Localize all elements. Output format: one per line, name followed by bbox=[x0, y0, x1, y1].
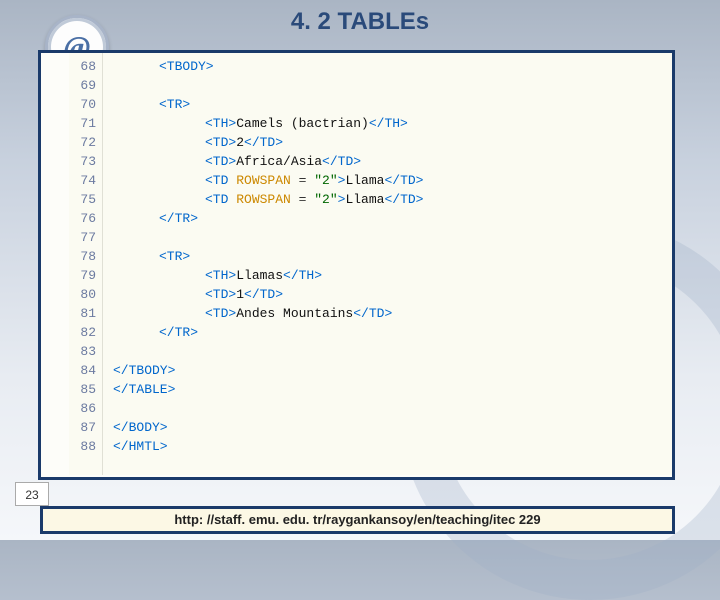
code-line: </HMTL> bbox=[113, 437, 672, 456]
code-line bbox=[113, 228, 672, 247]
code-line: <TR> bbox=[113, 95, 672, 114]
code-block: 6869707172737475767778798081828384858687… bbox=[69, 53, 672, 475]
code-line bbox=[113, 399, 672, 418]
code-line: </TR> bbox=[113, 209, 672, 228]
code-line: </BODY> bbox=[113, 418, 672, 437]
line-number: 82 bbox=[69, 323, 96, 342]
line-number: 68 bbox=[69, 57, 96, 76]
slide-heading: 4. 2 TABLEs bbox=[0, 8, 720, 36]
code-line: </TR> bbox=[113, 323, 672, 342]
line-number: 69 bbox=[69, 76, 96, 95]
code-line: </TABLE> bbox=[113, 380, 672, 399]
line-number: 75 bbox=[69, 190, 96, 209]
line-number: 74 bbox=[69, 171, 96, 190]
line-number: 78 bbox=[69, 247, 96, 266]
code-line: </TBODY> bbox=[113, 361, 672, 380]
line-number: 84 bbox=[69, 361, 96, 380]
slide-number: 23 bbox=[15, 482, 49, 506]
code-line: <TBODY> bbox=[113, 57, 672, 76]
line-number: 86 bbox=[69, 399, 96, 418]
line-number: 73 bbox=[69, 152, 96, 171]
line-number: 80 bbox=[69, 285, 96, 304]
code-line: <TR> bbox=[113, 247, 672, 266]
line-number: 83 bbox=[69, 342, 96, 361]
line-number: 70 bbox=[69, 95, 96, 114]
code-line: <TD>Africa/Asia</TD> bbox=[113, 152, 672, 171]
code-line: <TD ROWSPAN = "2">Llama</TD> bbox=[113, 190, 672, 209]
code-line: <TH>Llamas</TH> bbox=[113, 266, 672, 285]
code-line: <TD>Andes Mountains</TD> bbox=[113, 304, 672, 323]
line-number: 81 bbox=[69, 304, 96, 323]
code-line: <TH>Camels (bactrian)</TH> bbox=[113, 114, 672, 133]
line-number: 71 bbox=[69, 114, 96, 133]
line-number: 72 bbox=[69, 133, 96, 152]
content-panel: 6869707172737475767778798081828384858687… bbox=[38, 50, 675, 480]
line-number: 85 bbox=[69, 380, 96, 399]
code-lines: <TBODY> <TR><TH>Camels (bactrian)</TH><T… bbox=[103, 53, 672, 475]
line-number: 87 bbox=[69, 418, 96, 437]
line-number: 88 bbox=[69, 437, 96, 456]
code-line: <TD>1</TD> bbox=[113, 285, 672, 304]
line-number: 79 bbox=[69, 266, 96, 285]
code-line bbox=[113, 76, 672, 95]
code-line: <TD ROWSPAN = "2">Llama</TD> bbox=[113, 171, 672, 190]
line-number: 77 bbox=[69, 228, 96, 247]
line-number-gutter: 6869707172737475767778798081828384858687… bbox=[69, 53, 103, 475]
code-line bbox=[113, 342, 672, 361]
line-number: 76 bbox=[69, 209, 96, 228]
footer-url: http: //staff. emu. edu. tr/raygankansoy… bbox=[40, 506, 675, 534]
code-line: <TD>2</TD> bbox=[113, 133, 672, 152]
